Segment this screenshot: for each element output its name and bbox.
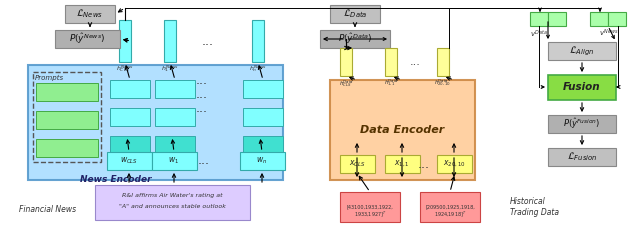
Bar	[340, 192, 400, 222]
Text: $w_1$: $w_1$	[168, 156, 180, 166]
Text: Financial News: Financial News	[19, 205, 77, 214]
Text: $h_{CLS}^{Data}$: $h_{CLS}^{Data}$	[339, 78, 353, 89]
Text: ...: ...	[418, 158, 430, 170]
Bar	[243, 108, 283, 126]
Bar	[28, 65, 283, 180]
Text: R&I affirms Air Water's rating at: R&I affirms Air Water's rating at	[122, 192, 222, 197]
Bar	[65, 5, 115, 23]
Bar	[340, 48, 352, 76]
Text: Historical
Trading Data: Historical Trading Data	[510, 197, 559, 217]
Bar	[107, 152, 152, 170]
Bar	[164, 20, 176, 62]
Text: $h_{CLS}^{News}$: $h_{CLS}^{News}$	[116, 63, 134, 74]
Text: ...: ...	[202, 35, 214, 47]
Bar	[155, 108, 195, 126]
Bar	[243, 136, 283, 154]
Text: 1924,1918]$^T$: 1924,1918]$^T$	[434, 209, 466, 219]
Bar	[437, 48, 449, 76]
Text: $P(\hat{y}^{News})$: $P(\hat{y}^{News})$	[69, 32, 105, 46]
Bar	[95, 185, 250, 220]
Bar	[548, 12, 566, 26]
Bar	[155, 136, 195, 154]
Text: $\mathcal{L}_{Data}$: $\mathcal{L}_{Data}$	[342, 8, 367, 20]
Bar	[385, 155, 420, 173]
Bar	[240, 152, 285, 170]
Bar	[252, 20, 264, 62]
Text: $w_{CLS}$: $w_{CLS}$	[120, 156, 138, 166]
Text: $v^{News}$: $v^{News}$	[599, 28, 619, 39]
Bar	[155, 80, 195, 98]
Bar	[152, 152, 197, 170]
Bar	[530, 12, 548, 26]
Text: $x_{CLS}$: $x_{CLS}$	[349, 159, 365, 169]
Bar	[340, 155, 375, 173]
Text: ...: ...	[410, 57, 420, 67]
Text: $v^{Data}$: $v^{Data}$	[530, 28, 548, 39]
Text: $\mathcal{L}_{Align}$: $\mathcal{L}_{Align}$	[569, 44, 595, 58]
Text: [43100,1933,1922,: [43100,1933,1922,	[347, 205, 394, 210]
Text: $\mathcal{L}_{News}$: $\mathcal{L}_{News}$	[76, 8, 104, 20]
Bar	[385, 48, 397, 76]
Text: Data Encoder: Data Encoder	[360, 125, 444, 135]
Text: $\mathcal{L}_{Fusion}$: $\mathcal{L}_{Fusion}$	[566, 150, 597, 163]
Text: $h_{1,1}^{Data}$: $h_{1,1}^{Data}$	[383, 78, 399, 88]
Bar	[437, 155, 472, 173]
Text: $h_1^{News}$: $h_1^{News}$	[161, 63, 179, 74]
Bar	[608, 12, 626, 26]
Text: Prompts: Prompts	[35, 75, 64, 81]
Text: "A" and announces stable outlook: "A" and announces stable outlook	[118, 205, 225, 210]
Text: $h_{20,10}^{Data}$: $h_{20,10}^{Data}$	[435, 78, 452, 88]
Text: [209500,1925,1918,: [209500,1925,1918,	[425, 205, 475, 210]
Text: ...: ...	[198, 155, 210, 168]
Bar	[548, 148, 616, 166]
Bar	[36, 83, 98, 101]
Text: Fusion: Fusion	[563, 82, 601, 92]
Bar	[55, 30, 120, 48]
Bar	[36, 139, 98, 157]
Text: ...: ...	[196, 87, 208, 100]
Bar	[548, 115, 616, 133]
Text: $P(\hat{y}^{Data})$: $P(\hat{y}^{Data})$	[338, 32, 372, 46]
Bar	[590, 12, 608, 26]
Text: $x_{1,1}$: $x_{1,1}$	[394, 159, 410, 169]
Text: $h_n^{News}$: $h_n^{News}$	[249, 63, 267, 74]
Text: ...: ...	[196, 101, 208, 114]
Bar	[110, 80, 150, 98]
Bar	[548, 42, 616, 60]
Bar	[243, 80, 283, 98]
Bar	[110, 108, 150, 126]
Bar	[33, 72, 101, 162]
Bar	[320, 30, 390, 48]
Bar	[330, 80, 475, 180]
Bar	[36, 111, 98, 129]
Text: 1933,1927]$^T$: 1933,1927]$^T$	[354, 209, 386, 219]
Bar	[119, 20, 131, 62]
Text: $x_{20,10}$: $x_{20,10}$	[443, 159, 465, 169]
Bar	[110, 136, 150, 154]
Text: $P(\hat{y}^{Fusion})$: $P(\hat{y}^{Fusion})$	[563, 117, 600, 131]
Text: $w_n$: $w_n$	[257, 156, 268, 166]
Bar	[420, 192, 480, 222]
Text: News Encoder: News Encoder	[80, 175, 152, 184]
Bar	[548, 75, 616, 100]
Bar	[330, 5, 380, 23]
Text: ...: ...	[196, 73, 208, 87]
